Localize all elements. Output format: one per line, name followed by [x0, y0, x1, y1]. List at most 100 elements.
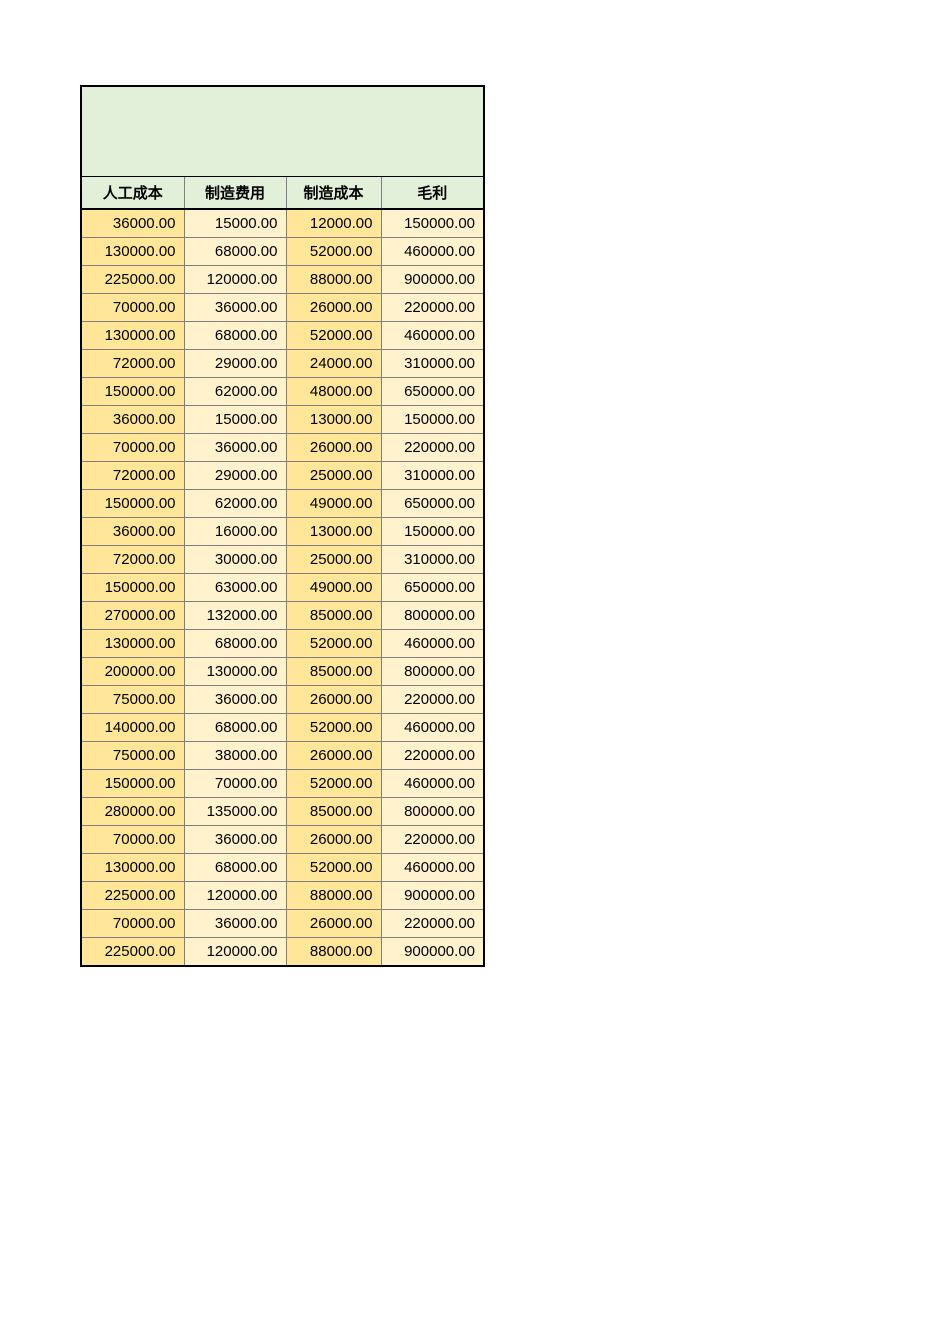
- table-cell: 310000.00: [381, 350, 483, 378]
- table-row: 72000.0029000.0025000.00310000.00: [82, 462, 483, 490]
- table-cell: 68000.00: [184, 854, 286, 882]
- table-row: 72000.0030000.0025000.00310000.00: [82, 546, 483, 574]
- table-row: 280000.00135000.0085000.00800000.00: [82, 798, 483, 826]
- table-cell: 150000.00: [381, 406, 483, 434]
- table-cell: 49000.00: [286, 574, 381, 602]
- table-row: 130000.0068000.0052000.00460000.00: [82, 322, 483, 350]
- table-cell: 800000.00: [381, 798, 483, 826]
- table-cell: 48000.00: [286, 378, 381, 406]
- table-cell: 130000.00: [82, 630, 184, 658]
- table-cell: 88000.00: [286, 266, 381, 294]
- table-row: 130000.0068000.0052000.00460000.00: [82, 238, 483, 266]
- table-cell: 36000.00: [82, 518, 184, 546]
- table-row: 75000.0038000.0026000.00220000.00: [82, 742, 483, 770]
- table-body: 36000.0015000.0012000.00150000.00130000.…: [82, 209, 483, 965]
- table-row: 36000.0016000.0013000.00150000.00: [82, 518, 483, 546]
- table-cell: 85000.00: [286, 658, 381, 686]
- table-cell: 650000.00: [381, 490, 483, 518]
- table-cell: 220000.00: [381, 686, 483, 714]
- table-row: 200000.00130000.0085000.00800000.00: [82, 658, 483, 686]
- table-cell: 130000.00: [82, 238, 184, 266]
- table-cell: 460000.00: [381, 714, 483, 742]
- table-cell: 36000.00: [184, 434, 286, 462]
- table-cell: 900000.00: [381, 882, 483, 910]
- table-cell: 900000.00: [381, 938, 483, 966]
- table-cell: 150000.00: [82, 770, 184, 798]
- table-cell: 220000.00: [381, 294, 483, 322]
- table-cell: 29000.00: [184, 462, 286, 490]
- table-cell: 70000.00: [82, 434, 184, 462]
- table-cell: 150000.00: [381, 209, 483, 238]
- table-cell: 26000.00: [286, 742, 381, 770]
- column-header-manufacturing-cost: 制造成本: [286, 177, 381, 209]
- table-row: 225000.00120000.0088000.00900000.00: [82, 938, 483, 966]
- table-cell: 26000.00: [286, 826, 381, 854]
- table-row: 225000.00120000.0088000.00900000.00: [82, 882, 483, 910]
- table-row: 225000.00120000.0088000.00900000.00: [82, 266, 483, 294]
- table-cell: 220000.00: [381, 434, 483, 462]
- table-cell: 130000.00: [82, 322, 184, 350]
- header-spacer: [82, 87, 483, 177]
- table-cell: 68000.00: [184, 714, 286, 742]
- table-cell: 200000.00: [82, 658, 184, 686]
- table-cell: 120000.00: [184, 938, 286, 966]
- table-cell: 132000.00: [184, 602, 286, 630]
- table-cell: 36000.00: [184, 686, 286, 714]
- table-cell: 460000.00: [381, 770, 483, 798]
- table-row: 150000.0062000.0049000.00650000.00: [82, 490, 483, 518]
- table-cell: 800000.00: [381, 658, 483, 686]
- table-cell: 63000.00: [184, 574, 286, 602]
- table-cell: 650000.00: [381, 378, 483, 406]
- table-cell: 38000.00: [184, 742, 286, 770]
- table-cell: 36000.00: [184, 910, 286, 938]
- table-cell: 29000.00: [184, 350, 286, 378]
- table-cell: 52000.00: [286, 238, 381, 266]
- table-row: 150000.0070000.0052000.00460000.00: [82, 770, 483, 798]
- table-cell: 68000.00: [184, 322, 286, 350]
- table-cell: 460000.00: [381, 238, 483, 266]
- table-cell: 225000.00: [82, 882, 184, 910]
- table-cell: 85000.00: [286, 798, 381, 826]
- table-row: 150000.0063000.0049000.00650000.00: [82, 574, 483, 602]
- table-cell: 150000.00: [82, 574, 184, 602]
- table-cell: 120000.00: [184, 882, 286, 910]
- table-cell: 70000.00: [82, 294, 184, 322]
- table-cell: 72000.00: [82, 546, 184, 574]
- table-cell: 36000.00: [82, 209, 184, 238]
- table-row: 36000.0015000.0013000.00150000.00: [82, 406, 483, 434]
- table-row: 36000.0015000.0012000.00150000.00: [82, 209, 483, 238]
- table-cell: 72000.00: [82, 462, 184, 490]
- table-cell: 49000.00: [286, 490, 381, 518]
- column-header-gross-profit: 毛利: [381, 177, 483, 209]
- table-cell: 900000.00: [381, 266, 483, 294]
- table-row: 70000.0036000.0026000.00220000.00: [82, 294, 483, 322]
- table-cell: 26000.00: [286, 294, 381, 322]
- table-cell: 135000.00: [184, 798, 286, 826]
- table-cell: 150000.00: [82, 378, 184, 406]
- table-row: 150000.0062000.0048000.00650000.00: [82, 378, 483, 406]
- table-cell: 26000.00: [286, 434, 381, 462]
- table-cell: 310000.00: [381, 462, 483, 490]
- table-cell: 85000.00: [286, 602, 381, 630]
- table-cell: 24000.00: [286, 350, 381, 378]
- column-header-manufacturing-expense: 制造费用: [184, 177, 286, 209]
- table-cell: 25000.00: [286, 462, 381, 490]
- table-cell: 52000.00: [286, 630, 381, 658]
- table-cell: 310000.00: [381, 546, 483, 574]
- table-cell: 220000.00: [381, 826, 483, 854]
- table-row: 130000.0068000.0052000.00460000.00: [82, 854, 483, 882]
- table-cell: 70000.00: [82, 910, 184, 938]
- table-cell: 460000.00: [381, 322, 483, 350]
- table-cell: 460000.00: [381, 854, 483, 882]
- table-row: 270000.00132000.0085000.00800000.00: [82, 602, 483, 630]
- table-cell: 62000.00: [184, 490, 286, 518]
- table-cell: 72000.00: [82, 350, 184, 378]
- table-cell: 225000.00: [82, 266, 184, 294]
- table-row: 70000.0036000.0026000.00220000.00: [82, 910, 483, 938]
- table-cell: 70000.00: [82, 826, 184, 854]
- table-cell: 460000.00: [381, 630, 483, 658]
- table-cell: 225000.00: [82, 938, 184, 966]
- table-cell: 130000.00: [82, 854, 184, 882]
- table-row: 140000.0068000.0052000.00460000.00: [82, 714, 483, 742]
- table-cell: 88000.00: [286, 938, 381, 966]
